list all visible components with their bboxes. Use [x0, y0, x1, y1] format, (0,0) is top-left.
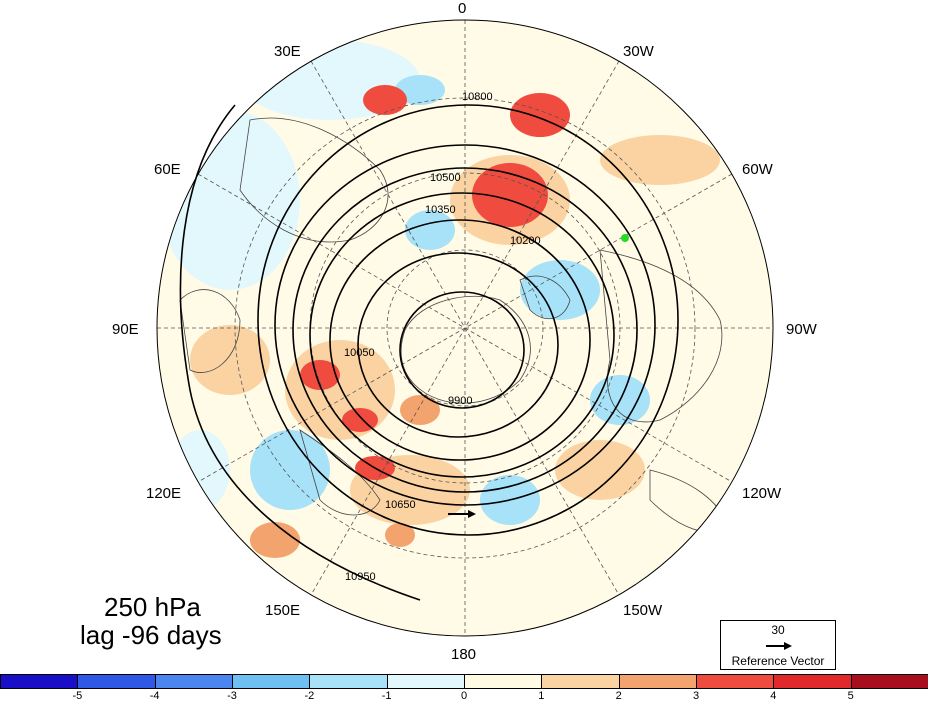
colorbar-segment [850, 674, 928, 689]
colorbar-tick-label: -5 [72, 690, 83, 702]
colorbar-tick-label: 4 [770, 690, 777, 702]
colorbar-tick-label: 2 [615, 690, 622, 702]
anomaly-patch [285, 340, 395, 440]
colorbar [0, 674, 928, 689]
contour-label: 10200 [510, 235, 541, 247]
colorbar-tick-label: 0 [460, 690, 468, 702]
lag-label: lag -96 days [80, 620, 222, 650]
contour-label: 10350 [425, 204, 456, 216]
contour-10350 [309, 192, 615, 478]
anomaly-patch [555, 440, 645, 500]
contour-label: 10500 [430, 172, 461, 184]
lon-label-180: 180 [451, 646, 476, 663]
contour-label: 10950 [345, 571, 376, 583]
colorbar-tick-label: 5 [847, 690, 854, 702]
colorbar-tick-label: -3 [227, 690, 237, 702]
contour-10500 [292, 167, 638, 493]
anomaly-patch [250, 430, 330, 510]
colorbar-segment [0, 674, 79, 689]
wind-vector-sample [448, 510, 476, 518]
pressure-level-label: 250 hPa [104, 592, 201, 622]
location-marker [621, 234, 629, 242]
lon-label-0: 0 [458, 0, 466, 17]
colorbar-segment [464, 674, 543, 689]
contour-10950 [179, 104, 421, 601]
colorbar-tick-label: 1 [538, 690, 545, 702]
lon-label-30e: 30E [274, 43, 301, 60]
contour-10800 [257, 104, 679, 536]
reference-arrow-icon [766, 642, 792, 650]
lon-label-90e: 90E [112, 321, 139, 338]
reference-vector-caption: Reference Vector [731, 654, 825, 668]
contour-label: 9900 [448, 395, 472, 407]
colorbar-tick-label: -4 [149, 690, 160, 702]
contour-labels: 9900 10050 10200 10350 10500 10650 10800… [344, 91, 541, 583]
contour-label: 10650 [385, 499, 416, 511]
contour-label: 10050 [344, 347, 375, 359]
lon-label-60w: 60W [742, 161, 774, 178]
lon-label-150e: 150E [265, 602, 300, 619]
lon-label-120e: 120E [146, 485, 181, 502]
anomaly-patch [520, 260, 600, 320]
colorbar-segment [309, 674, 388, 689]
colorbar-segment [773, 674, 852, 689]
anomaly-patch [510, 93, 570, 137]
longitude-labels: 0 30W 60W 90W 120W 150W 180 150E 120E 90… [112, 0, 818, 663]
contour-9900 [399, 291, 525, 409]
lon-label-30w: 30W [623, 43, 655, 60]
contour-10200 [329, 219, 591, 461]
reference-vector-box: 30 Reference Vector [720, 620, 836, 670]
colorbar-tick-label: -1 [381, 690, 392, 702]
anomaly-patch [395, 75, 445, 105]
colorbar-segment [154, 674, 233, 689]
anomaly-patch [600, 135, 720, 185]
height-contours [179, 104, 679, 601]
anomaly-patch [250, 522, 300, 558]
colorbar-tick-label: -2 [304, 690, 315, 702]
contour-10650 [274, 144, 656, 506]
colorbar-segment [77, 674, 156, 689]
reference-vector-value: 30 [771, 623, 785, 637]
colorbar-segment [696, 674, 775, 689]
lon-label-120w: 120W [742, 485, 782, 502]
colorbar-tick-label: 3 [692, 690, 700, 702]
contour-10050 [357, 252, 559, 438]
lon-label-60e: 60E [154, 161, 181, 178]
lon-label-90w: 90W [786, 321, 818, 338]
anomaly-patch [405, 210, 455, 250]
anomaly-patch [300, 360, 340, 390]
anomaly-patch [363, 85, 407, 115]
colorbar-segment [541, 674, 620, 689]
map-border [156, 19, 774, 637]
anomaly-patch [385, 523, 415, 547]
colorbar-segment [386, 674, 465, 689]
colorbar-segment [232, 674, 311, 689]
contour-label: 10800 [462, 91, 493, 103]
colorbar-segment [618, 674, 697, 689]
anomaly-patch [400, 395, 440, 425]
anomaly-patch [190, 325, 270, 395]
lon-label-150w: 150W [623, 602, 663, 619]
